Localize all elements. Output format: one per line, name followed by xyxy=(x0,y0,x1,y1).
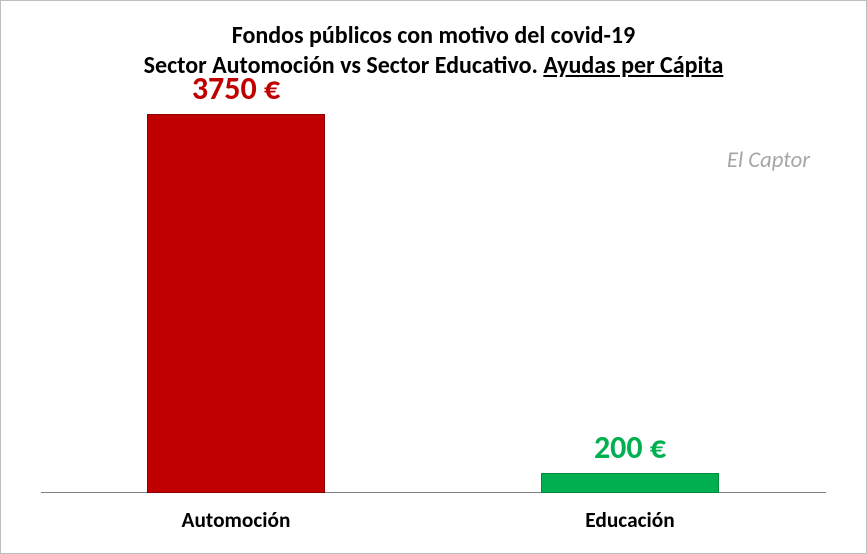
chart-title-line1: Fondos públicos con motivo del covid-19 xyxy=(1,21,866,51)
bar-value-label-educación: 200 € xyxy=(541,428,719,467)
chart-title-line2-underlined: Ayudas per Cápita xyxy=(543,51,723,80)
chart-container: Fondos públicos con motivo del covid-19 … xyxy=(0,0,867,554)
chart-title: Fondos públicos con motivo del covid-19 … xyxy=(1,21,866,81)
bar-automoción xyxy=(147,114,325,493)
bar-value-label-automoción: 3750 € xyxy=(147,69,325,108)
plot-area: 3750 €200 € xyxy=(41,91,826,493)
category-label-educación: Educación xyxy=(541,507,719,533)
bar-educación xyxy=(541,473,719,493)
chart-title-line2: Sector Automoción vs Sector Educativo. A… xyxy=(1,51,866,81)
category-label-automoción: Automoción xyxy=(147,507,325,533)
